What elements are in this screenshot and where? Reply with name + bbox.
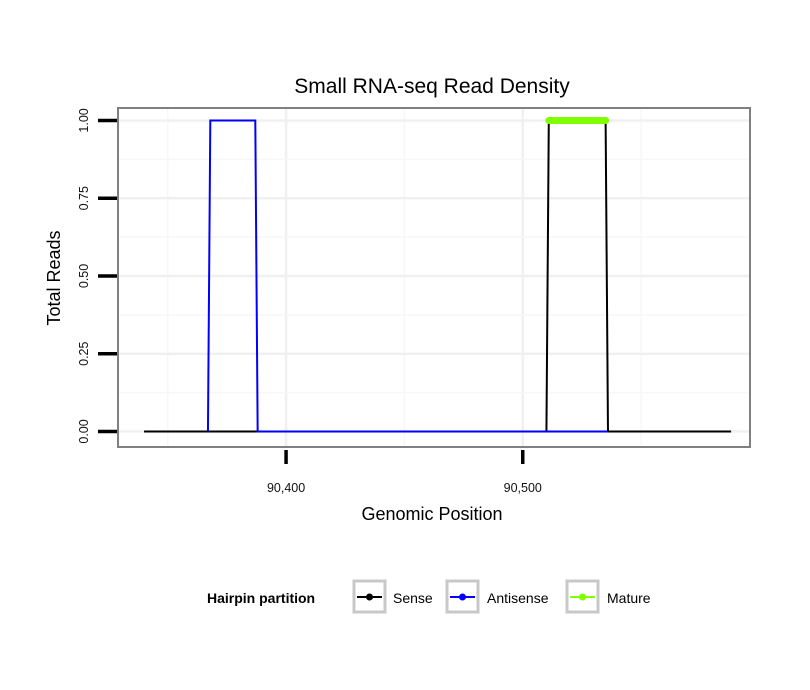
legend-key-point [579, 593, 586, 601]
legend-label-sense: Sense [393, 590, 433, 606]
y-tick-label: 1.00 [77, 108, 91, 132]
chart-title: Small RNA-seq Read Density [294, 75, 570, 98]
x-axis: 90,400 90,500 [267, 450, 542, 495]
y-axis-title: Total Reads [44, 230, 64, 325]
legend-label-mature: Mature [607, 590, 651, 606]
y-tick-label: 0.50 [77, 264, 91, 288]
x-axis-title: Genomic Position [361, 504, 502, 524]
data-series [144, 116, 732, 433]
plot-border [117, 107, 751, 448]
legend-label-antisense: Antisense [487, 590, 549, 606]
legend: Hairpin partition Sense Antisense Mature [207, 579, 651, 614]
x-tick-label: 90,500 [504, 481, 542, 495]
legend-key-point [459, 593, 466, 601]
y-tick-label: 0.75 [77, 186, 91, 210]
grid-lines [118, 108, 750, 447]
x-tick-label: 90,400 [267, 481, 305, 495]
legend-key-point [366, 593, 373, 601]
y-axis: 0.00 0.25 0.50 0.75 1.00 [77, 108, 117, 444]
legend-title: Hairpin partition [207, 590, 315, 606]
series-line-antisense [206, 119, 608, 433]
y-tick-label: 0.25 [77, 341, 91, 365]
y-tick-label: 0.00 [77, 419, 91, 443]
